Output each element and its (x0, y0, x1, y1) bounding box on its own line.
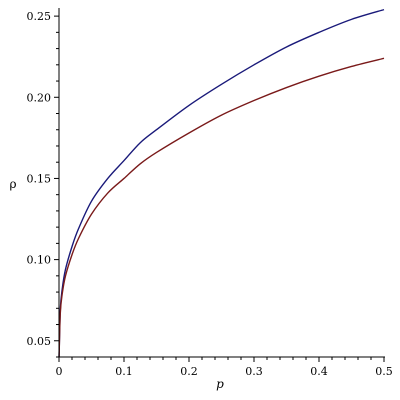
y-tick-label: 0.25 (27, 10, 52, 23)
x-tick-label: 0.4 (310, 365, 328, 378)
x-tick-label: 0.1 (115, 365, 133, 378)
x-tick-label: 0.5 (375, 365, 393, 378)
ticks-layer: 0 0.1 0.2 0.3 0.4 0.5 0.05 0.10 0.15 0.20 0.25 (27, 10, 393, 378)
axes-layer (58, 8, 385, 358)
curves-layer (58, 8, 385, 358)
x-tick-label: 0 (56, 365, 63, 378)
x-tick-label: 0.2 (180, 365, 198, 378)
x-axis-title: p (216, 377, 224, 391)
x-tick-label: 0.3 (245, 365, 263, 378)
y-tick-label: 0.20 (27, 91, 52, 104)
series-line-1 (58, 8, 385, 358)
y-tick-label: 0.15 (27, 172, 52, 185)
y-tick-label: 0.05 (27, 335, 52, 348)
series-line-2 (58, 57, 385, 358)
y-tick-label: 0.10 (27, 254, 52, 267)
y-axis-title: ρ (9, 177, 16, 191)
